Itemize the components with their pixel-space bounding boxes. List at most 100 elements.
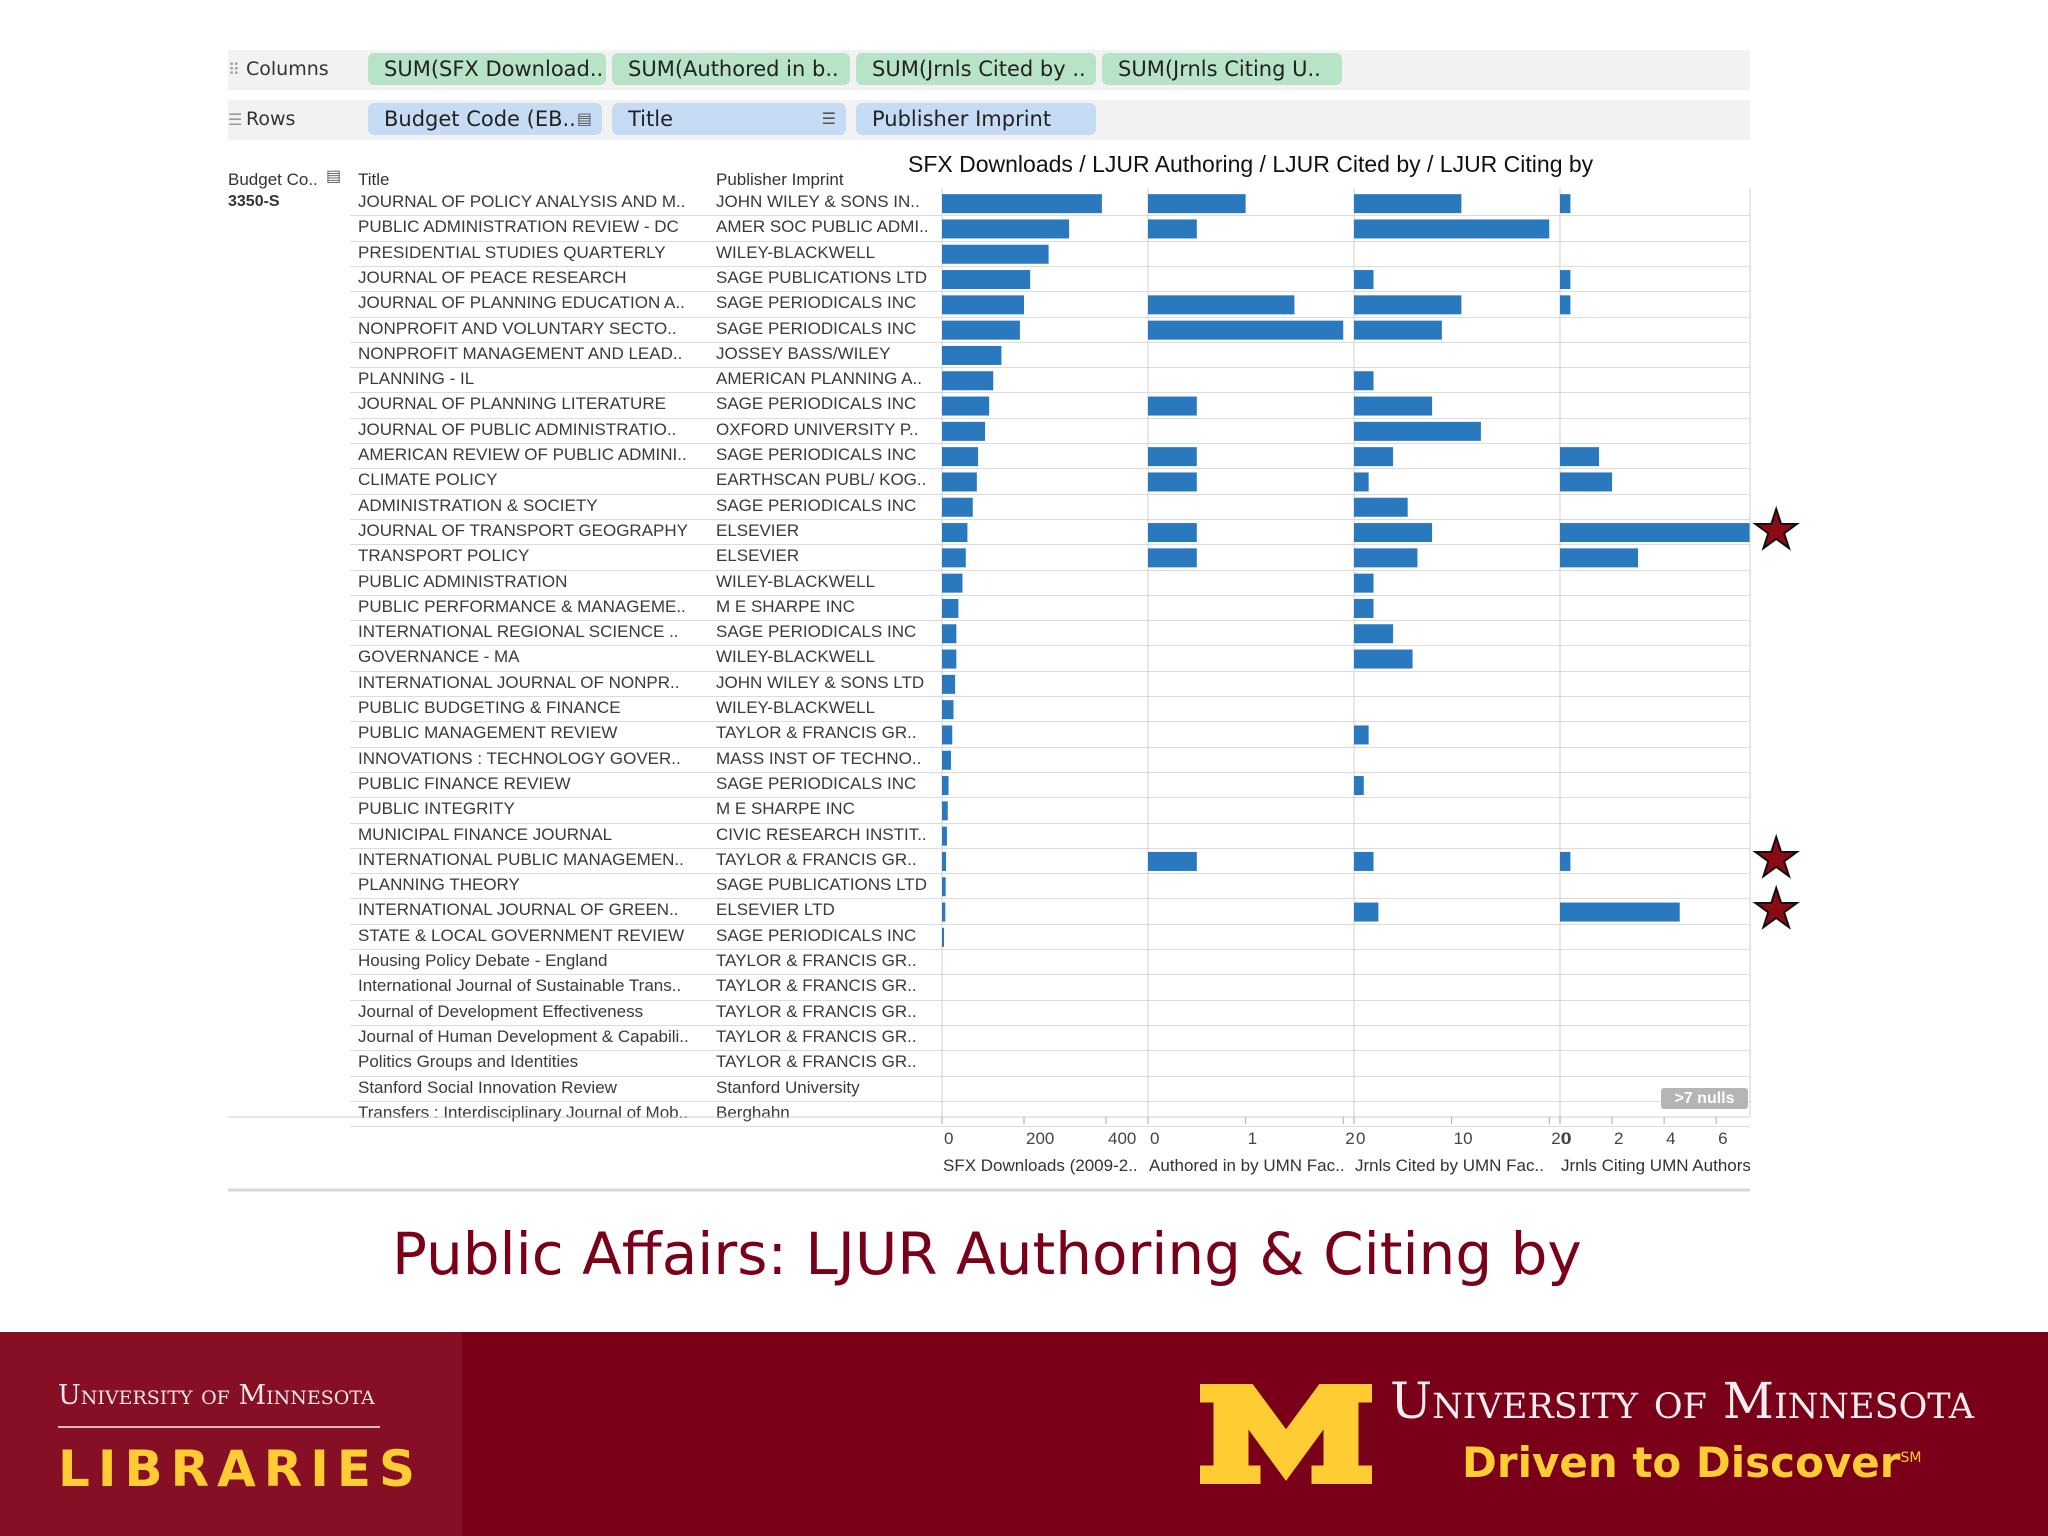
bar	[1148, 447, 1197, 467]
bar	[942, 674, 956, 694]
row-separator	[350, 721, 1750, 723]
row-title: JOURNAL OF PLANNING EDUCATION A..	[358, 293, 685, 313]
row-pill-budget-code[interactable]: Budget Code (EB.. ▤	[368, 103, 602, 135]
row-publisher: SAGE PERIODICALS INC	[716, 495, 917, 515]
row-separator	[350, 518, 1750, 520]
row-title: MUNICIPAL FINANCE JOURNAL	[358, 824, 613, 844]
publisher-header[interactable]: Publisher Imprint	[716, 170, 844, 189]
row-publisher: SAGE PUBLICATIONS LTD	[716, 267, 927, 287]
row-pill-publisher-imprint[interactable]: Publisher Imprint	[856, 103, 1096, 135]
row-title: PLANNING THEORY	[358, 875, 520, 895]
bar	[1560, 523, 1750, 543]
tick-label: 2	[1614, 1129, 1624, 1148]
row-separator	[350, 923, 1750, 925]
row-separator	[350, 1075, 1750, 1077]
columns-label: Columns	[246, 58, 329, 80]
bar	[1148, 472, 1197, 492]
sort-icon[interactable]: ▤	[576, 109, 592, 128]
row-publisher: TAYLOR & FRANCIS GR..	[716, 1026, 917, 1046]
row-publisher: M E SHARPE INC	[716, 596, 855, 616]
libraries-wordmark: LIBRARIES	[58, 1440, 424, 1498]
budget-code-header[interactable]: Budget Co..	[228, 170, 318, 189]
row-title: NONPROFIT AND VOLUNTARY SECTO..	[358, 318, 677, 338]
umn-tagline: Driven to DiscoverSM	[1462, 1438, 1921, 1487]
bar	[1560, 295, 1571, 315]
row-separator	[350, 949, 1750, 950]
row-publisher: TAYLOR & FRANCIS GR..	[716, 1001, 917, 1021]
row-title: ADMINISTRATION & SOCIETY	[358, 495, 598, 515]
libraries-logo: University of Minnesota LIBRARIES	[0, 1332, 462, 1536]
budget-sort-icon[interactable]: ▤	[326, 168, 342, 185]
footer: University of Minnesota LIBRARIES Univer…	[0, 1332, 2048, 1536]
bar	[1560, 851, 1571, 871]
bar	[1354, 194, 1462, 214]
row-publisher: SAGE PERIODICALS INC	[716, 773, 917, 793]
row-publisher: TAYLOR & FRANCIS GR..	[716, 976, 917, 996]
bar	[942, 194, 1102, 214]
row-title: PUBLIC INTEGRITY	[358, 799, 515, 819]
column-pill-citing[interactable]: SUM(Jrnls Citing U..	[1102, 53, 1342, 85]
libraries-university-name: University of Minnesota	[58, 1380, 375, 1411]
row-separator	[350, 974, 1750, 976]
row-separator	[350, 873, 1750, 875]
row-separator	[350, 1100, 1750, 1102]
axis-label: Jrnls Citing UMN Authors	[1561, 1156, 1750, 1175]
row-separator	[350, 443, 1750, 444]
row-publisher: TAYLOR & FRANCIS GR..	[716, 1052, 917, 1072]
row-title: INNOVATIONS : TECHNOLOGY GOVER..	[358, 748, 681, 768]
bar	[1354, 851, 1374, 871]
bar	[1148, 194, 1246, 214]
bar	[1354, 573, 1374, 593]
row-publisher: AMERICAN PLANNING A..	[716, 369, 922, 389]
column-pill-cited-by[interactable]: SUM(Jrnls Cited by ..	[856, 53, 1096, 85]
bar	[942, 826, 947, 846]
row-pill-title[interactable]: Title ☰	[612, 103, 846, 135]
sort-desc-icon[interactable]: ☰	[821, 109, 836, 128]
bar	[942, 598, 959, 618]
row-title: JOURNAL OF PUBLIC ADMINISTRATIO..	[358, 419, 677, 439]
row-title: AMERICAN REVIEW OF PUBLIC ADMINI..	[358, 445, 687, 464]
row-publisher: SAGE PERIODICALS INC	[716, 445, 917, 464]
bar	[1354, 219, 1550, 239]
row-title: PUBLIC PERFORMANCE & MANAGEME..	[358, 596, 686, 616]
bar	[1354, 649, 1413, 669]
libraries-divider	[58, 1426, 380, 1428]
row-title: Journal of Human Development & Capabili.…	[358, 1026, 689, 1046]
row-title: PUBLIC FINANCE REVIEW	[358, 773, 571, 793]
bar	[1354, 421, 1481, 441]
bar	[1560, 472, 1613, 492]
row-title: Housing Policy Debate - England	[358, 951, 608, 970]
bar	[942, 927, 945, 947]
bar	[1354, 548, 1418, 568]
columns-grip-icon: ⠿	[228, 60, 240, 79]
bar	[1560, 194, 1571, 214]
row-title: PUBLIC ADMINISTRATION REVIEW - DC	[358, 217, 679, 237]
row-title: PRESIDENTIAL STUDIES QUARTERLY	[358, 242, 666, 262]
nulls-badge[interactable]: >7 nulls	[1661, 1088, 1748, 1109]
column-pill-authored[interactable]: SUM(Authored in b..	[612, 53, 850, 85]
bar	[942, 270, 1031, 290]
tick-label: 0	[944, 1129, 954, 1148]
row-separator	[350, 341, 1750, 343]
axis-label: Authored in by UMN Fac..	[1149, 1156, 1345, 1175]
row-publisher: WILEY-BLACKWELL	[716, 647, 876, 667]
row-publisher: Stanford University	[716, 1077, 860, 1097]
row-separator	[350, 367, 1750, 369]
column-pill-sfx-downloads[interactable]: SUM(SFX Download..	[368, 53, 606, 85]
row-separator	[350, 746, 1750, 748]
title-header[interactable]: Title	[358, 170, 390, 189]
bar	[942, 345, 1002, 365]
umn-tagline-text: Driven to Discover	[1462, 1438, 1901, 1487]
bar	[942, 497, 973, 517]
row-title: INTERNATIONAL PUBLIC MANAGEMEN..	[358, 849, 684, 869]
row-title: STATE & LOCAL GOVERNMENT REVIEW	[358, 925, 685, 945]
bar	[1354, 472, 1369, 492]
row-publisher: M E SHARPE INC	[716, 799, 855, 819]
row-separator	[350, 215, 1750, 217]
bar	[942, 219, 1070, 239]
bar	[942, 750, 952, 770]
row-title: JOURNAL OF PLANNING LITERATURE	[358, 394, 666, 414]
row-separator	[350, 240, 1750, 242]
